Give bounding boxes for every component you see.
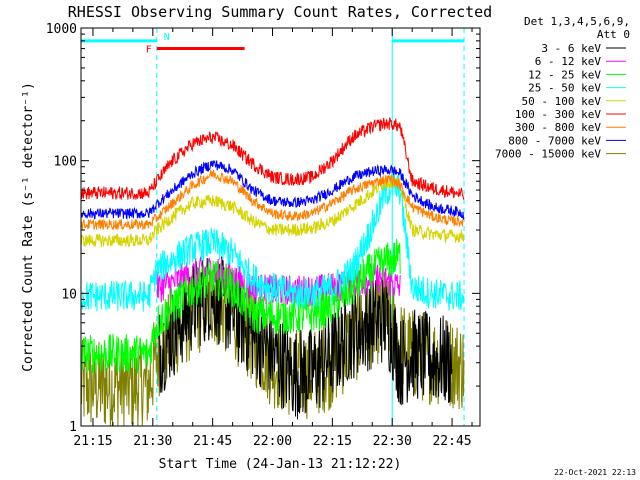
y-tick-label: 1	[69, 420, 77, 435]
x-tick-label: 22:00	[253, 434, 292, 449]
x-tick-label: 21:30	[133, 434, 172, 449]
x-tick-label: 21:15	[73, 434, 112, 449]
y-tick-label: 1000	[46, 22, 77, 37]
night-label: N	[164, 32, 170, 43]
x-tick-label: 22:30	[373, 434, 412, 449]
x-tick-label: 21:45	[193, 434, 232, 449]
series-line	[80, 172, 465, 312]
legend-header-line-2: Att 0	[597, 28, 630, 41]
series-line	[80, 159, 465, 221]
chart-title: RHESSI Observing Summary Count Rates, Co…	[68, 3, 492, 21]
x-tick-label: 22:15	[313, 434, 352, 449]
series-line	[80, 238, 401, 375]
y-axis-label: Corrected Count Rate (s⁻¹ detector⁻¹)	[21, 82, 36, 372]
x-axis-label: Start Time (24-Jan-13 21:12:22)	[159, 457, 402, 472]
legend-entry-label: 7000 - 15000 keV	[495, 148, 601, 161]
legend-entry-label: 50 - 100 keV	[522, 95, 602, 108]
series-line	[80, 169, 465, 231]
legend-entry-label: 12 - 25 keV	[528, 68, 601, 81]
legend-entry-label: 3 - 6 keV	[541, 42, 601, 55]
series-line	[80, 117, 465, 201]
legend-entry-label: 6 - 12 keV	[535, 55, 602, 68]
legend-entry-label: 100 - 300 keV	[515, 108, 601, 121]
legend-entry-label: 300 - 800 keV	[515, 121, 601, 134]
legend-entry-label: 800 - 7000 keV	[508, 134, 601, 147]
flare-label: F	[146, 45, 152, 56]
timestamp: 22-Oct-2021 22:13	[554, 468, 636, 477]
legend-header-line-1: Det 1,3,4,5,6,9,	[524, 15, 630, 28]
legend-entry-label: 25 - 50 keV	[528, 82, 601, 95]
y-tick-label: 10	[61, 287, 77, 302]
x-tick-label: 22:45	[432, 434, 471, 449]
plot-frame	[80, 27, 481, 427]
y-tick-label: 100	[54, 155, 77, 170]
